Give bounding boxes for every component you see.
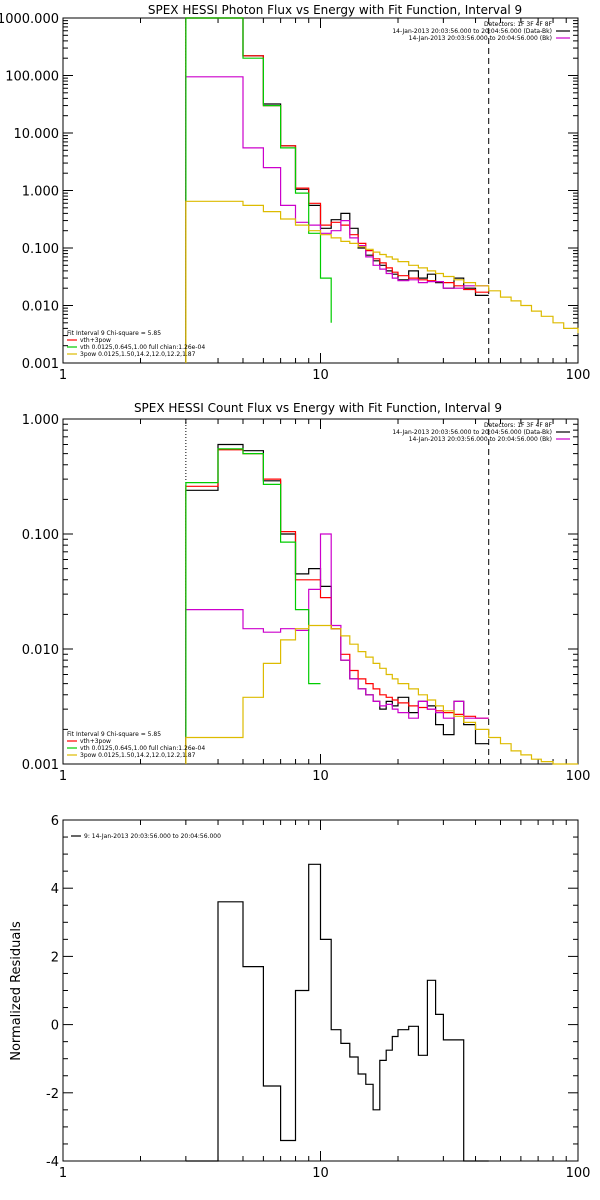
- legend-entry: vth+3pow: [80, 738, 111, 745]
- legend-entry: vth+3pow: [80, 337, 111, 344]
- legend-entry: 14-Jan-2013 20:03:56.000 to 20:04:56.000…: [392, 429, 552, 436]
- y-tick-label: 0.010: [22, 643, 59, 658]
- legend-entry: 14-Jan-2013 20:03:56.000 to 20:04:56.000…: [409, 436, 552, 443]
- y-tick-label: 1000.000: [0, 12, 59, 27]
- y-tick-label: 0: [51, 1019, 59, 1034]
- axis-ticks: 1 10 100 1.000 0.100 0.010 0.001: [22, 413, 591, 784]
- legend-entry: Detectors: 1F 3F 4F 8F: [484, 21, 553, 28]
- y-tick-label: -4: [46, 1155, 59, 1170]
- x-tick-label: 1: [59, 769, 67, 784]
- axis-ticks: 1 10 100 1000.000 100.000 10.000 1.000 0.100 0.0…: [0, 12, 590, 383]
- legend: 9: 14-Jan-2013 20:03:56.000 to 20:04:56.…: [71, 833, 221, 840]
- x-tick-label: 10: [312, 769, 329, 784]
- residuals-panel: Normalized Residuals 1 10 100 6 4 2 0 -2 -4 9: 1…: [9, 814, 590, 1181]
- legend-entry: 14-Jan-2013 20:03:56.000 to 20:04:56.000…: [409, 35, 552, 42]
- x-tick-label: 1: [59, 1166, 67, 1181]
- y-tick-label: 2: [51, 950, 59, 965]
- series-line-0: [185, 17, 489, 363]
- count-flux-panel: SPEX HESSI Count Flux vs Energy with Fit…: [22, 401, 591, 784]
- y-tick-label: 0.001: [22, 357, 59, 372]
- series-line-4: [185, 624, 578, 765]
- series-line-3: [185, 448, 321, 764]
- x-tick-label: 100: [566, 368, 591, 383]
- y-tick-label: 1.000: [22, 413, 59, 428]
- y-tick-label: 0.010: [22, 300, 59, 315]
- x-tick-label: 10: [312, 368, 329, 383]
- x-tick-label: 1: [59, 368, 67, 383]
- y-tick-label: 10.000: [14, 127, 60, 142]
- y-tick-label: 4: [51, 882, 59, 897]
- legend-entry: Detectors: 1F 3F 4F 8F: [484, 422, 553, 429]
- axis-ticks: 1 10 100 6 4 2 0 -2 -4: [46, 814, 590, 1181]
- y-tick-label: 0.100: [22, 528, 59, 543]
- x-tick-label: 100: [566, 1166, 591, 1181]
- series-line-0: [185, 863, 489, 1162]
- legend-entry: Fit Interval 9 Chi-square = 5.85: [67, 731, 161, 738]
- series-line-3: [185, 17, 332, 363]
- y-tick-label: 0.001: [22, 758, 59, 773]
- plot-frame: [62, 17, 579, 364]
- legend-entry: vth 0.0125,0.645,1.00 full chian:1.26e-0…: [80, 344, 205, 351]
- legend-entry: 3pow 0.0125,1.50,14.2,12.0,12.2,1.87: [80, 351, 196, 358]
- series-line-2: [185, 533, 489, 764]
- chart-title: SPEX HESSI Photon Flux vs Energy with Fi…: [148, 3, 522, 17]
- y-tick-label: -2: [46, 1087, 59, 1102]
- series-line-1: [185, 17, 489, 363]
- data-series: [185, 443, 578, 765]
- legend-entry: Fit Interval 9 Chi-square = 5.85: [67, 330, 161, 337]
- series-line-4: [185, 200, 579, 363]
- data-series: [185, 863, 489, 1162]
- fit-range-lines: [185, 419, 490, 764]
- data-series: [185, 17, 579, 363]
- series-line-2: [185, 76, 489, 363]
- photon-flux-panel: SPEX HESSI Photon Flux vs Energy with Fi…: [0, 3, 590, 383]
- chart-title: SPEX HESSI Count Flux vs Energy with Fit…: [134, 401, 502, 415]
- fit-range-lines: [185, 18, 490, 363]
- legend-entry: vth 0.0125,0.645,1.00 full chian:1.26e-0…: [80, 745, 205, 752]
- legend-entry: 14-Jan-2013 20:03:56.000 to 20:04:56.000…: [392, 28, 552, 35]
- legend-entry: 3pow 0.0125,1.50,14.2,12.0,12.2,1.87: [80, 752, 196, 759]
- y-tick-label: 6: [51, 814, 59, 829]
- legend-entry: 9: 14-Jan-2013 20:03:56.000 to 20:04:56.…: [84, 833, 221, 840]
- y-axis-label: Normalized Residuals: [9, 921, 24, 1061]
- x-tick-label: 10: [312, 1166, 329, 1181]
- y-tick-label: 1.000: [22, 185, 59, 200]
- y-tick-label: 100.000: [5, 70, 59, 85]
- x-tick-label: 100: [566, 769, 591, 784]
- y-tick-label: 0.100: [22, 242, 59, 257]
